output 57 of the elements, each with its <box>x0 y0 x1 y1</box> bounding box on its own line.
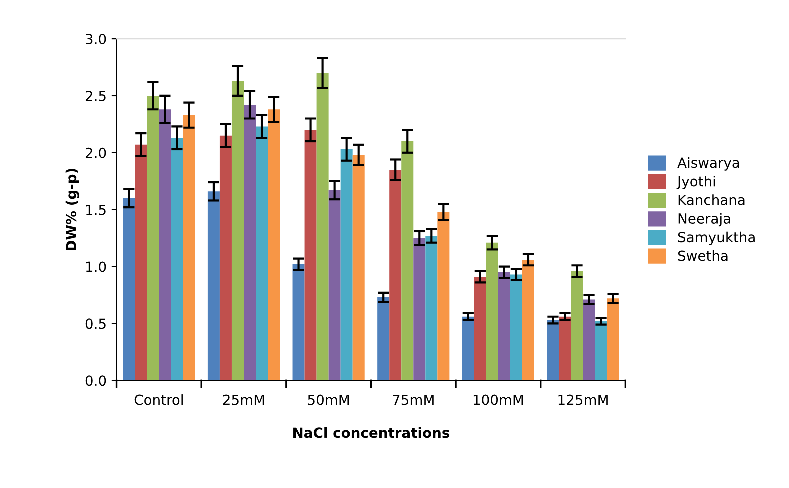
bar <box>438 212 450 381</box>
legend-label: Neeraja <box>678 213 730 227</box>
y-tick-label: 2.0 <box>86 148 106 158</box>
y-axis-title: DW% (g-p) <box>66 169 80 251</box>
bar <box>571 271 584 381</box>
bar <box>426 236 438 381</box>
y-tick-label: 3.0 <box>86 34 106 45</box>
y-tick-label: 0.0 <box>86 376 106 386</box>
y-tick-label: 0.5 <box>86 318 106 330</box>
bar <box>316 73 329 381</box>
bar <box>268 110 280 381</box>
bar <box>328 190 341 381</box>
legend-label: Jyothi <box>676 176 716 190</box>
bar <box>220 136 232 381</box>
bar <box>123 198 136 381</box>
bar <box>462 316 474 381</box>
x-tick-label: 125mM <box>558 394 608 406</box>
x-tick-label: 75mM <box>393 394 434 406</box>
legend-label: Aiswarya <box>678 157 740 171</box>
bar <box>510 274 522 381</box>
y-tick-label: 1.0 <box>86 262 106 272</box>
x-tick-label: Control <box>134 394 183 406</box>
bar <box>232 81 244 381</box>
bar <box>378 298 390 381</box>
bar <box>486 242 498 381</box>
bar <box>559 316 572 381</box>
bar <box>607 298 620 381</box>
legend-label: Kanchana <box>678 194 745 206</box>
legend-label: Swetha <box>678 250 728 262</box>
bar <box>208 192 220 381</box>
x-axis-title: NaCl concentrations <box>294 427 450 438</box>
x-tick-label: 25mM <box>223 394 264 406</box>
legend-label: Samyuktha <box>678 232 755 246</box>
bar <box>340 149 353 381</box>
bar <box>547 320 560 381</box>
bar <box>135 144 148 381</box>
bar <box>402 142 414 381</box>
bar <box>304 130 317 381</box>
bar <box>256 126 268 381</box>
bar <box>474 277 486 381</box>
bar <box>292 264 305 381</box>
x-tick-label: 50mM <box>308 394 350 406</box>
x-tick-label: 100mM <box>474 394 524 406</box>
bar <box>147 96 160 381</box>
bar <box>583 300 596 381</box>
bar <box>183 115 196 381</box>
bar <box>390 170 402 381</box>
bar <box>414 238 426 381</box>
bar <box>595 321 608 381</box>
bar <box>159 110 172 381</box>
bar <box>171 138 184 381</box>
y-tick-label: 1.5 <box>86 204 106 216</box>
bar <box>522 260 534 381</box>
bar <box>244 105 256 381</box>
bar <box>352 155 365 381</box>
y-tick-label: 2.5 <box>86 90 106 102</box>
bar <box>498 272 510 381</box>
